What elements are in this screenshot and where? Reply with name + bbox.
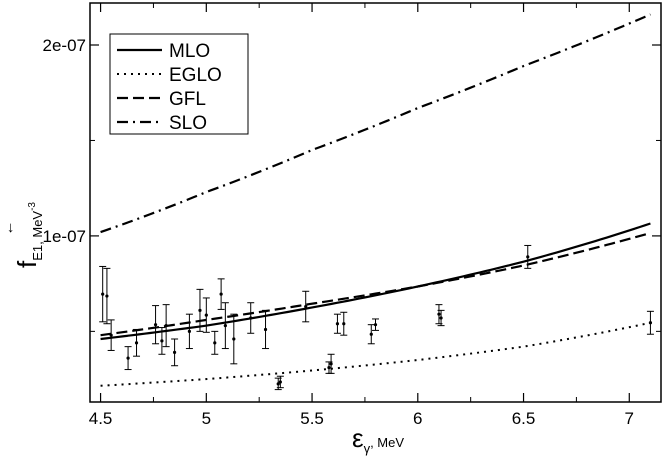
y-tick-label: 1e-07 (43, 227, 86, 246)
curve-slo (100, 13, 651, 234)
data-point (196, 288, 204, 332)
x-tick-label: 6 (413, 409, 422, 428)
model-curves (100, 13, 651, 387)
legend: MLO EGLO GFL SLO (109, 33, 249, 135)
y-axis-unit: , MeV (30, 211, 45, 245)
data-point (158, 327, 166, 355)
y-axis-symbol: f (12, 260, 42, 268)
x-tick-label: 6.5 (512, 409, 536, 428)
y-axis-accent-arrow: ← (0, 221, 17, 236)
data-point (524, 244, 532, 269)
data-point (333, 313, 341, 334)
data-point (247, 302, 255, 334)
data-point (162, 304, 170, 348)
x-axis-subscript: γ (364, 441, 371, 456)
data-point (124, 346, 132, 371)
legend-label: GFL (169, 89, 206, 110)
curve-mlo (100, 222, 651, 341)
curve-gfl (100, 231, 651, 337)
x-axis-label: εγ, MeV (352, 423, 404, 456)
x-axis-symbol: ε (352, 423, 364, 453)
data-point (103, 267, 111, 325)
y-tick-label: 2e-07 (43, 36, 86, 55)
x-tick-label: 7 (625, 409, 634, 428)
data-point (133, 328, 141, 357)
data-point (435, 304, 443, 325)
data-point (367, 324, 375, 345)
x-axis-ticks: 4.5 5 5.5 6 6.5 7 (89, 3, 634, 428)
y-axis-label: fE1, MeV-3 (12, 202, 45, 268)
data-point (152, 305, 160, 345)
data-point (262, 309, 270, 350)
data-point (276, 375, 284, 389)
data-point (217, 278, 225, 310)
data-point (221, 302, 229, 350)
plot-area-frame (89, 2, 662, 403)
x-tick-label: 5 (202, 409, 211, 428)
legend-entry-gfl: GFL (117, 89, 206, 110)
data-point (107, 319, 115, 351)
legend-entry-slo: SLO (117, 113, 207, 134)
x-axis-unit: , MeV (370, 435, 404, 450)
legend-entry-mlo: MLO (117, 41, 210, 62)
legend-label: EGLO (169, 65, 222, 86)
data-point (171, 338, 179, 367)
data-point (437, 309, 445, 327)
y-axis-unit-exponent: -3 (27, 202, 38, 211)
data-point (99, 265, 107, 323)
data-point (185, 313, 193, 350)
data-point (211, 330, 219, 355)
data-point (302, 290, 310, 323)
legend-entry-eglo: EGLO (117, 65, 222, 86)
legend-label: MLO (169, 41, 210, 62)
y-axis-ticks: 1e-07 2e-07 (43, 36, 661, 332)
y-axis-subscript: E1 (30, 245, 45, 261)
x-tick-label: 4.5 (89, 409, 113, 428)
data-point (327, 353, 335, 374)
data-point (372, 318, 379, 331)
legend-label: SLO (169, 113, 207, 134)
data-point (646, 310, 654, 335)
experimental-data-points (99, 244, 654, 391)
data-point (202, 297, 210, 333)
x-tick-label: 5.5 (300, 409, 324, 428)
data-point (340, 311, 348, 336)
curve-eglo (100, 321, 651, 387)
data-point (230, 313, 238, 365)
